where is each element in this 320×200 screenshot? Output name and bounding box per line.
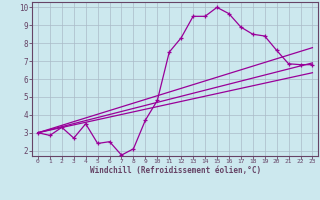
X-axis label: Windchill (Refroidissement éolien,°C): Windchill (Refroidissement éolien,°C)	[90, 166, 261, 175]
